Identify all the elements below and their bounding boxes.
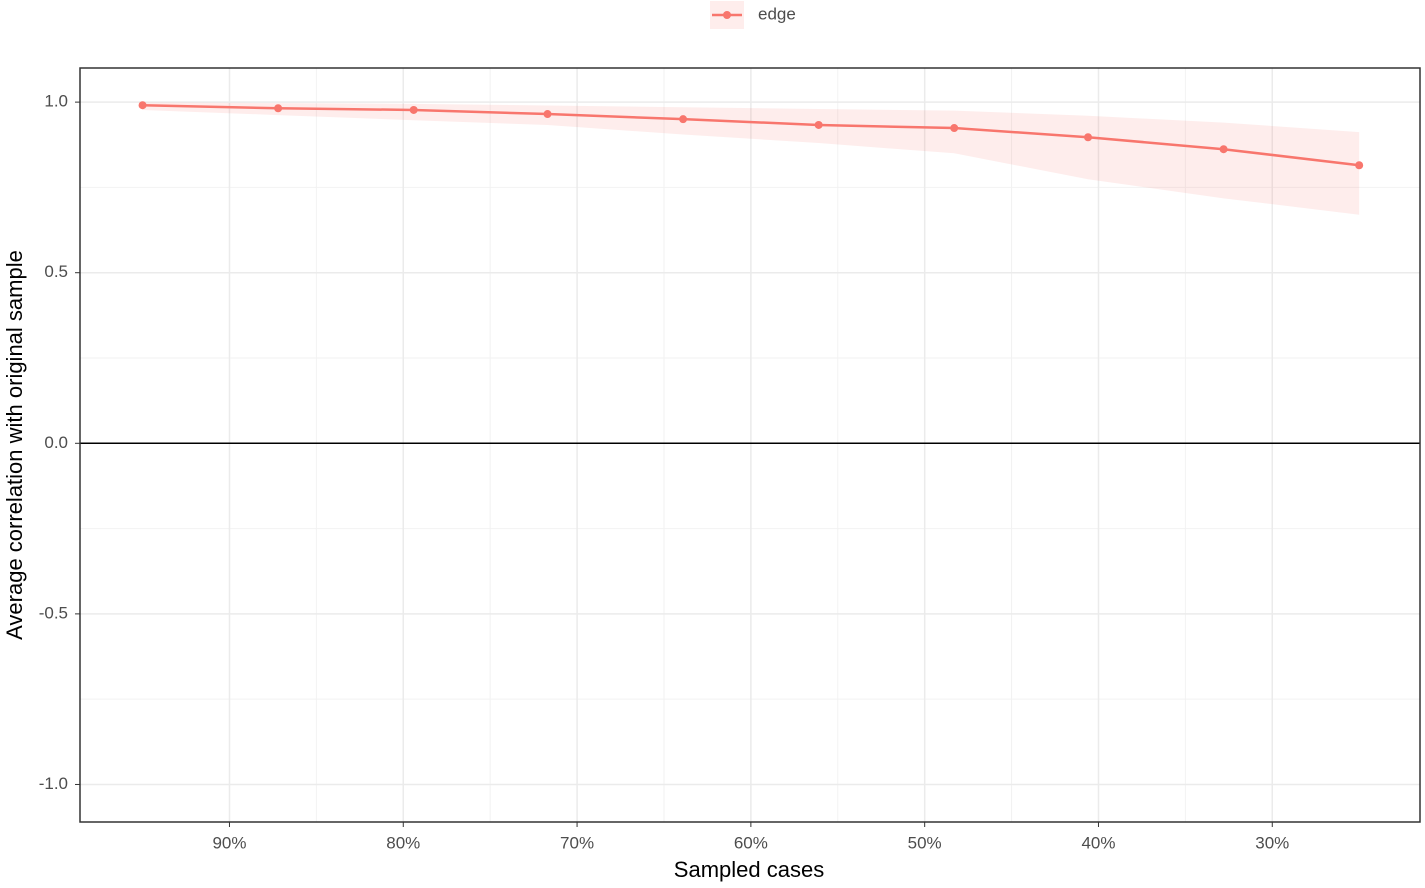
x-tick-label: 50%: [908, 833, 942, 852]
point: [814, 120, 823, 129]
point: [543, 110, 552, 119]
x-tick-label: 40%: [1081, 833, 1115, 852]
x-tick-label: 60%: [734, 833, 768, 852]
point: [950, 124, 959, 133]
legend-point: [723, 11, 731, 19]
x-tick-label: 90%: [212, 833, 246, 852]
line: [142, 103, 1360, 167]
y-tick-label: 1.0: [44, 92, 68, 111]
x-tick-label: 70%: [560, 833, 594, 852]
point: [1084, 133, 1093, 142]
plot-border: [79, 67, 1421, 823]
y-tick-label: 0.0: [44, 433, 68, 452]
y-tick-label: 0.5: [44, 262, 68, 281]
point: [1355, 161, 1364, 170]
point: [679, 115, 688, 124]
x-tick-label: 30%: [1255, 833, 1289, 852]
y-axis-title: Average correlation with original sample: [2, 250, 27, 640]
confidence-band: [142, 102, 1360, 215]
x-axis-title: Sampled cases: [674, 857, 824, 882]
point: [274, 104, 283, 113]
y-tick-label: -1.0: [39, 774, 68, 793]
point: [138, 101, 147, 110]
point: [1219, 145, 1228, 154]
y-tick-label: -0.5: [39, 603, 68, 622]
legend-label: edge: [758, 4, 796, 23]
point: [409, 105, 418, 114]
x-tick-label: 80%: [386, 833, 420, 852]
